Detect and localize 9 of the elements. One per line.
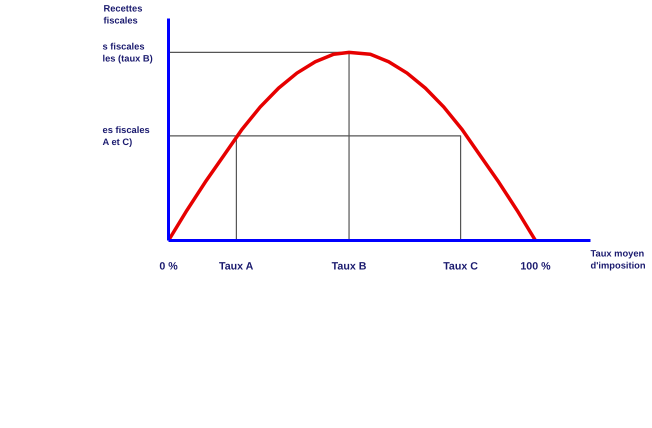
x-tick-label: Taux C [443,260,478,272]
x-tick-label: Taux B [332,260,367,272]
x-axis-title: Taux moyen d'imposition [590,248,646,270]
annotation: es fiscales A et C) [102,124,150,147]
annotation: s fiscales les (taux B) [102,41,153,64]
x-tick-label: 0 % [159,260,178,272]
x-tick-label: 100 % [520,260,552,272]
x-tick-label: Taux A [219,260,254,272]
y-axis-title: Recettes fiscales [104,4,142,26]
